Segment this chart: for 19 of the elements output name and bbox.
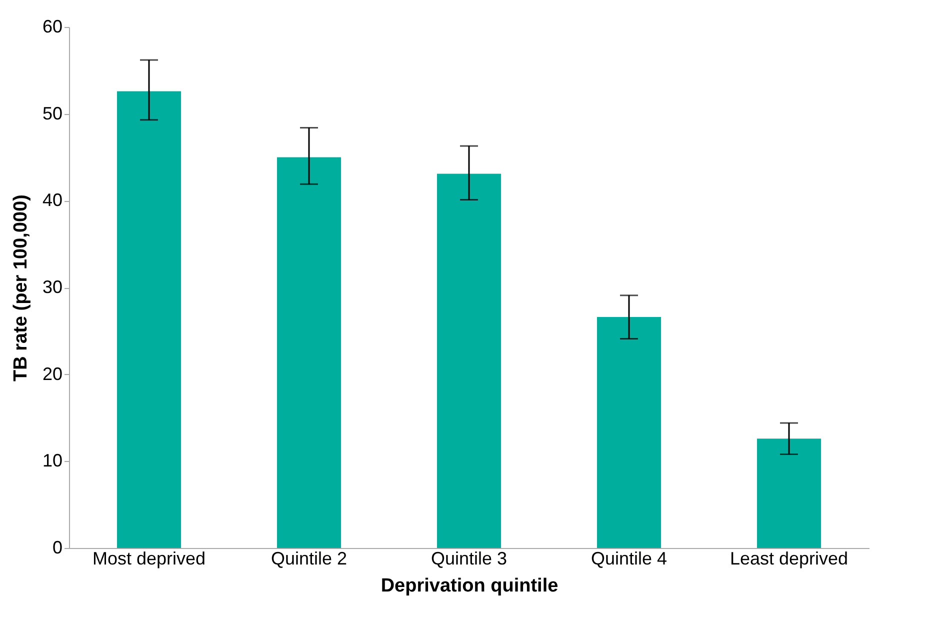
y-tick-label: 60 — [42, 16, 62, 36]
x-tick-label: Quintile 2 — [270, 548, 348, 568]
x-axis-title: Deprivation quintile — [380, 576, 558, 596]
y-tick-label: 30 — [42, 277, 62, 297]
y-axis-title: TB rate (per 100,000) — [10, 194, 32, 382]
bar — [597, 317, 661, 548]
y-tick-label: 0 — [52, 538, 62, 558]
bar — [437, 174, 501, 548]
x-tick-label: Most deprived — [92, 548, 206, 568]
bar — [117, 91, 181, 548]
y-tick-label: 10 — [42, 450, 62, 471]
y-tick-label: 50 — [42, 103, 62, 124]
x-tick-label: Least deprived — [730, 548, 848, 568]
y-tick-label: 20 — [42, 364, 62, 384]
x-tick-label: Quintile 4 — [590, 548, 668, 568]
bar — [277, 157, 341, 548]
x-tick-label: Quintile 3 — [430, 548, 508, 568]
y-tick-label: 40 — [42, 190, 62, 210]
bar — [757, 438, 821, 548]
